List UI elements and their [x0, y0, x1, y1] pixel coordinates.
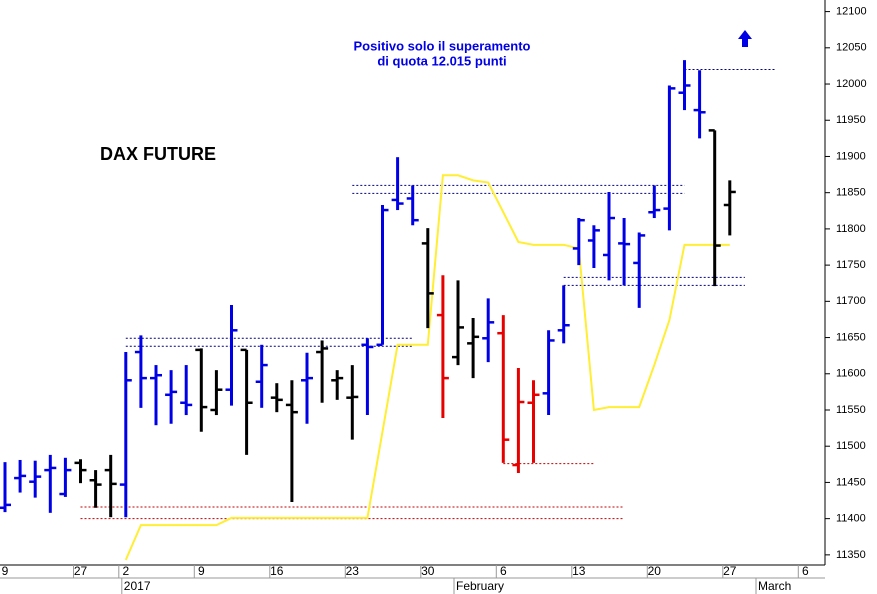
y-tick-label: 12100	[836, 5, 867, 17]
month-label: March	[758, 579, 791, 593]
annotation: Positivo solo il superamento	[354, 38, 531, 53]
x-tick-label: 9	[198, 564, 205, 578]
stop-line	[124, 174, 730, 561]
y-tick-label: 11700	[836, 295, 866, 307]
y-tick-label: 11850	[836, 187, 866, 199]
chart-title: DAX FUTURE	[100, 144, 216, 164]
x-tick-label: 2	[122, 564, 129, 578]
x-tick-label: 6	[500, 564, 507, 578]
x-tick-label: 13	[572, 564, 586, 578]
x-tick-label: 30	[421, 564, 435, 578]
annotation: di quota 12.015 punti	[377, 53, 506, 68]
y-tick-label: 12050	[836, 42, 867, 54]
y-tick-label: 11600	[836, 368, 866, 380]
y-tick-label: 11650	[836, 331, 866, 343]
y-tick-label: 11450	[836, 476, 866, 488]
y-tick-label: 11900	[836, 150, 866, 162]
month-label: 2017	[124, 579, 151, 593]
x-tick-label: 27	[74, 564, 88, 578]
y-tick-label: 12000	[836, 78, 867, 90]
y-tick-label: 11800	[836, 223, 866, 235]
up-arrow	[738, 30, 752, 47]
y-tick-label: 11550	[836, 404, 866, 416]
y-tick-label: 11950	[836, 114, 866, 126]
x-tick-label: 20	[648, 564, 662, 578]
x-tick-label: 9	[2, 564, 9, 578]
x-tick-label: 27	[723, 564, 737, 578]
y-tick-label: 11500	[836, 440, 866, 452]
x-tick-label: 16	[270, 564, 284, 578]
y-tick-label: 11750	[836, 259, 866, 271]
month-label: February	[456, 579, 504, 593]
y-tick-label: 11400	[836, 513, 866, 525]
x-tick-label: 23	[346, 564, 360, 578]
y-tick-label: 11350	[836, 549, 866, 561]
x-tick-label: 6	[802, 564, 809, 578]
